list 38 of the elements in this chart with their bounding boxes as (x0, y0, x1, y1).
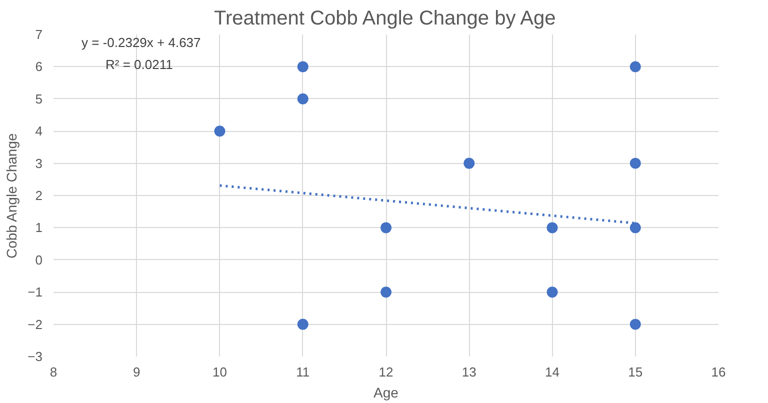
chart-title: Treatment Cobb Angle Change by Age (214, 8, 556, 30)
point (464, 158, 475, 169)
annotation: R² = 0.0211 (106, 57, 173, 72)
y-tick-label: 3 (35, 156, 43, 171)
x-axis-title: Age (374, 384, 399, 400)
point (630, 158, 641, 169)
y-tick-label: 4 (35, 124, 43, 139)
point (380, 286, 392, 298)
point (297, 318, 308, 330)
annotation: y = -0.2329x + 4.637 (82, 35, 201, 50)
y-tick-label: −3 (28, 349, 43, 364)
x-tick-label: 8 (50, 364, 58, 380)
point (630, 61, 641, 72)
x-tick-label: 12 (378, 364, 394, 380)
point (546, 286, 558, 298)
y-tick-label: −2 (28, 316, 43, 332)
x-tick-label: 14 (545, 364, 560, 380)
point (297, 93, 308, 104)
x-tick-label: 15 (628, 364, 643, 380)
y-tick-label: 0 (35, 252, 43, 268)
y-tick-label: 7 (35, 27, 43, 42)
y-tick-label: 1 (35, 220, 43, 236)
x-tick-label: 13 (462, 364, 476, 380)
point (546, 222, 558, 234)
x-tick-label: 16 (711, 364, 726, 380)
point (380, 222, 392, 234)
point (630, 222, 641, 234)
y-tick-label: 2 (35, 188, 43, 203)
x-tick-label: 9 (133, 364, 140, 380)
y-axis-title: Cobb Angle Change (4, 133, 20, 259)
x-tick-label: 11 (296, 364, 310, 380)
point (214, 126, 226, 137)
y-tick-label: −1 (28, 284, 43, 300)
y-tick-label: 6 (35, 59, 43, 74)
point (630, 318, 641, 330)
y-tick-label: 5 (35, 91, 43, 106)
point (297, 61, 308, 72)
x-tick-label: 10 (212, 364, 227, 380)
